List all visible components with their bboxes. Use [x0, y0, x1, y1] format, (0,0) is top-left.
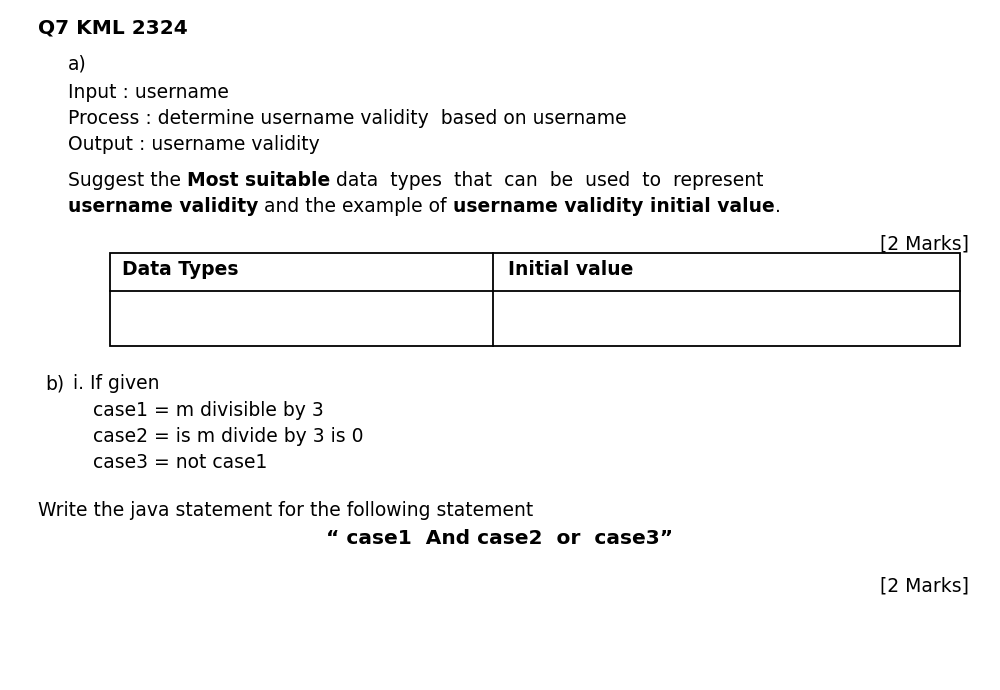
Text: Initial value: Initial value [508, 260, 633, 279]
Text: case3 = not case1: case3 = not case1 [93, 453, 267, 472]
Text: Write the java statement for the following statement: Write the java statement for the followi… [38, 501, 533, 520]
Text: Input : username: Input : username [68, 83, 229, 102]
Text: and the example of: and the example of [258, 197, 453, 216]
Text: Q7 KML 2324: Q7 KML 2324 [38, 18, 188, 37]
Text: “ case1  And case2  or  case3”: “ case1 And case2 or case3” [326, 529, 674, 548]
Text: Suggest the: Suggest the [68, 171, 187, 190]
Bar [110, 253, 960, 346]
Text: b): b) [45, 374, 64, 393]
Text: [2 Marks]: [2 Marks] [880, 577, 969, 596]
Text: Most suitable: Most suitable [187, 171, 330, 190]
Text: [2 Marks]: [2 Marks] [880, 235, 969, 254]
Text: Process : determine username validity  based on username: Process : determine username validity ba… [68, 109, 627, 128]
Text: i. If given: i. If given [73, 374, 160, 393]
Text: case2 = is m divide by 3 is 0: case2 = is m divide by 3 is 0 [93, 427, 364, 446]
Text: Output : username validity: Output : username validity [68, 135, 320, 154]
Text: case1 = m divisible by 3: case1 = m divisible by 3 [93, 401, 324, 420]
Text: data  types  that  can  be  used  to  represent: data types that can be used to represent [330, 171, 764, 190]
Text: username validity initial value: username validity initial value [453, 197, 775, 216]
Text: .: . [775, 197, 780, 216]
Text: username validity: username validity [68, 197, 258, 216]
Text: Data Types: Data Types [122, 260, 239, 279]
Text: a): a) [68, 55, 87, 74]
